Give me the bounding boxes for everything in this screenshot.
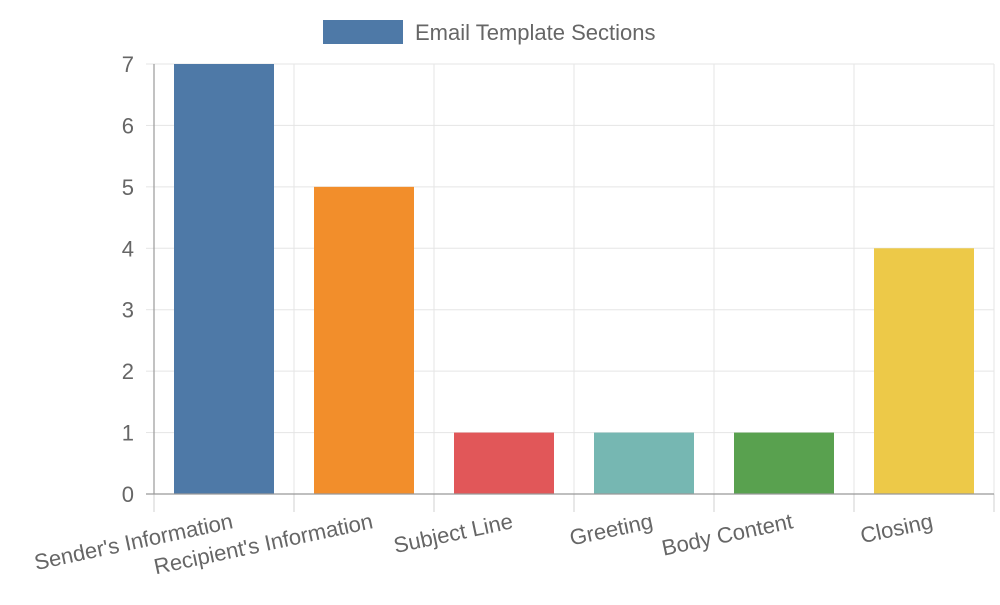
x-tick-label: Closing	[858, 508, 935, 548]
bar[interactable]	[454, 432, 554, 494]
bar[interactable]	[874, 248, 974, 494]
grid-layer	[146, 63, 995, 512]
bar[interactable]	[174, 64, 274, 494]
y-tick-label: 5	[122, 175, 134, 200]
y-tick-label: 4	[122, 236, 134, 261]
y-tick-label: 0	[122, 482, 134, 507]
bar[interactable]	[314, 186, 414, 494]
bar[interactable]	[594, 432, 694, 494]
y-tick-label: 2	[122, 359, 134, 384]
bar[interactable]	[734, 432, 834, 494]
legend[interactable]: Email Template Sections	[323, 20, 656, 45]
y-tick-label: 7	[122, 52, 134, 77]
y-tick-label: 3	[122, 298, 134, 323]
bars-layer	[174, 64, 974, 494]
y-tick-label: 6	[122, 113, 134, 138]
y-tick-label: 1	[122, 421, 134, 446]
x-tick-label: Subject Line	[391, 508, 515, 558]
x-tick-label: Body Content	[659, 508, 795, 560]
legend-swatch[interactable]	[323, 20, 403, 44]
legend-label[interactable]: Email Template Sections	[415, 20, 656, 45]
x-tick-label: Greeting	[567, 508, 655, 550]
